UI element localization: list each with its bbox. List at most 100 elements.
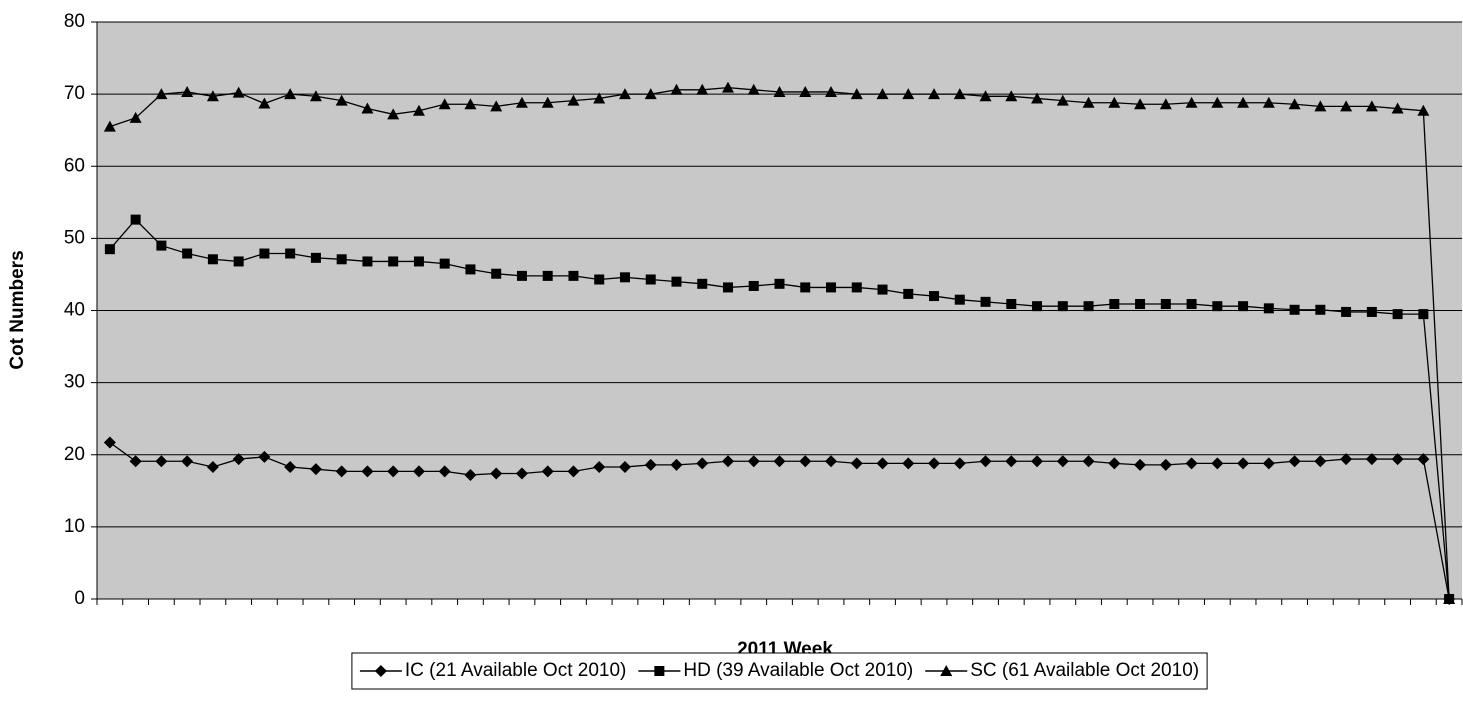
marker — [464, 468, 477, 481]
marker — [928, 88, 941, 100]
marker — [181, 455, 194, 468]
marker — [103, 120, 116, 132]
marker — [413, 256, 424, 267]
marker — [1159, 98, 1172, 110]
marker — [284, 461, 297, 474]
marker — [953, 457, 966, 470]
marker — [1082, 455, 1095, 468]
marker — [1365, 100, 1378, 112]
marker — [1391, 102, 1404, 114]
y-tick-label: 70 — [64, 83, 85, 104]
marker — [747, 455, 760, 468]
marker — [773, 85, 786, 97]
marker — [940, 665, 953, 676]
legend-box — [351, 652, 1208, 690]
marker — [1134, 458, 1147, 471]
marker — [542, 270, 553, 281]
marker — [1262, 457, 1275, 470]
marker — [336, 254, 347, 265]
marker — [748, 280, 759, 291]
marker — [929, 291, 940, 302]
marker — [1134, 98, 1147, 110]
marker — [928, 457, 941, 470]
y-tick-label: 10 — [64, 516, 85, 537]
marker — [1237, 96, 1250, 108]
marker — [773, 455, 786, 468]
marker — [374, 665, 387, 677]
marker — [1005, 90, 1018, 102]
legend-label: HD (39 Available Oct 2010) — [683, 660, 913, 681]
marker — [465, 264, 476, 275]
marker — [1340, 100, 1353, 112]
marker — [850, 457, 863, 470]
marker — [1057, 301, 1068, 312]
marker — [464, 98, 477, 110]
legend: IC (21 Available Oct 2010) HD (39 Availab… — [351, 652, 1208, 690]
marker — [619, 272, 630, 283]
marker — [1005, 455, 1018, 468]
marker — [1289, 304, 1300, 315]
y-tick-label: 80 — [64, 11, 85, 32]
marker — [309, 463, 322, 476]
marker — [1056, 455, 1069, 468]
marker — [1212, 301, 1223, 312]
marker — [593, 92, 606, 104]
marker — [1185, 457, 1198, 470]
marker — [516, 270, 527, 281]
marker — [1366, 306, 1377, 317]
marker — [412, 465, 425, 478]
marker — [438, 465, 451, 478]
marker — [825, 85, 838, 97]
marker — [1031, 455, 1044, 468]
marker — [953, 88, 966, 100]
marker — [285, 248, 296, 259]
y-tick-label: 20 — [64, 444, 85, 465]
marker — [207, 254, 218, 265]
marker — [103, 436, 116, 449]
marker — [130, 214, 141, 225]
marker — [747, 83, 760, 95]
marker — [387, 108, 400, 120]
marker — [490, 100, 503, 112]
marker — [568, 270, 579, 281]
marker — [335, 465, 348, 478]
marker — [696, 457, 709, 470]
marker — [618, 461, 631, 474]
marker — [491, 268, 502, 279]
marker — [541, 96, 554, 108]
marker — [104, 244, 115, 255]
marker — [696, 83, 709, 95]
marker — [361, 465, 374, 478]
marker — [1211, 96, 1224, 108]
marker — [1082, 96, 1095, 108]
marker — [1056, 94, 1069, 106]
marker — [594, 274, 605, 285]
y-tick-label: 30 — [64, 372, 85, 393]
marker — [490, 467, 503, 480]
marker — [258, 450, 271, 463]
marker — [259, 248, 270, 259]
marker — [181, 85, 194, 97]
marker — [1006, 299, 1017, 310]
y-tick-label: 60 — [64, 155, 85, 176]
marker — [412, 104, 425, 116]
marker — [825, 455, 838, 468]
marker — [335, 94, 348, 106]
marker — [954, 294, 965, 305]
marker — [1186, 299, 1197, 310]
marker — [1211, 457, 1224, 470]
marker — [1365, 453, 1378, 466]
marker — [980, 296, 991, 307]
marker — [644, 458, 657, 471]
marker — [1341, 306, 1352, 317]
marker — [258, 97, 271, 109]
marker — [129, 455, 142, 468]
marker — [902, 457, 915, 470]
marker — [645, 274, 656, 285]
marker — [232, 86, 245, 98]
marker — [721, 81, 734, 93]
y-axis-label: Cot Numbers — [7, 250, 28, 369]
marker — [1108, 96, 1121, 108]
marker — [206, 90, 219, 102]
marker — [1288, 455, 1301, 468]
